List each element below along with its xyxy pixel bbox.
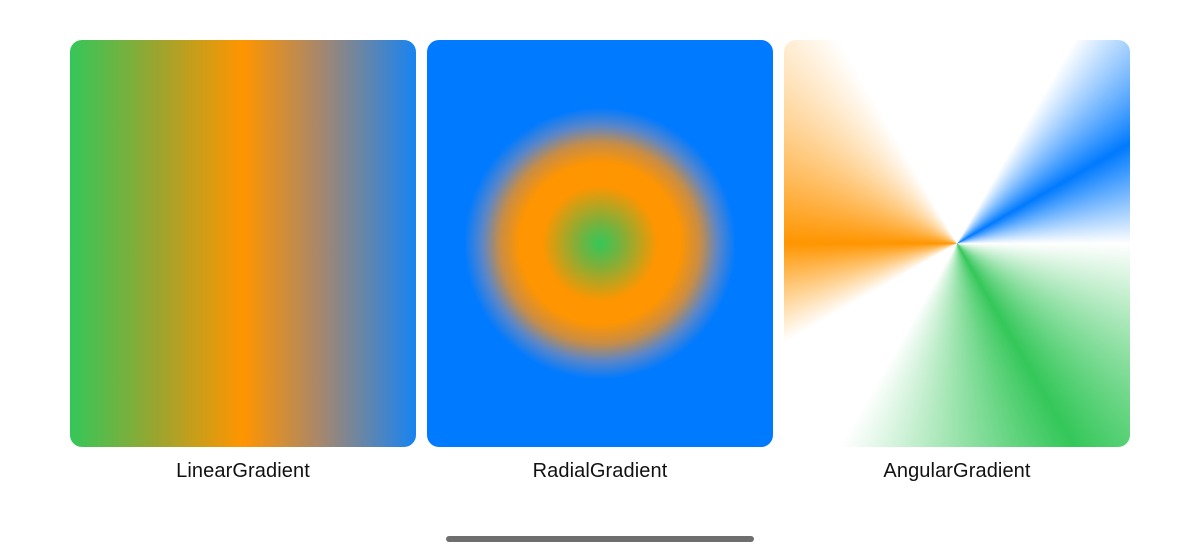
radial-gradient-label: RadialGradient bbox=[532, 460, 668, 482]
linear-gradient-swatch bbox=[70, 40, 416, 447]
angular-gradient-swatch bbox=[784, 40, 1130, 447]
linear-gradient-label: LinearGradient bbox=[176, 460, 310, 482]
home-indicator[interactable] bbox=[446, 536, 754, 542]
radial-gradient-swatch bbox=[427, 40, 773, 447]
angular-gradient-label: AngularGradient bbox=[883, 460, 1031, 482]
